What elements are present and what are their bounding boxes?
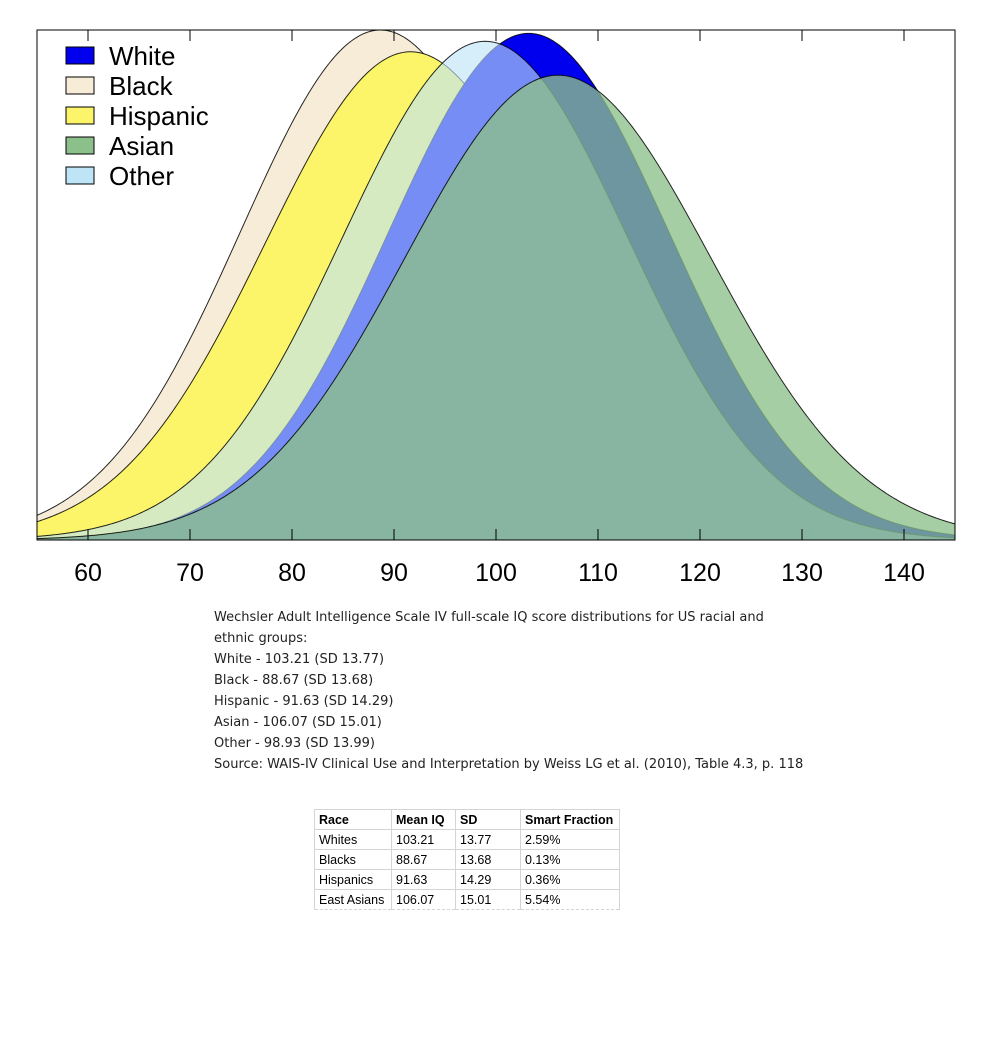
legend-swatch-white xyxy=(65,46,95,65)
x-tick-label: 140 xyxy=(883,559,925,587)
table-row: Blacks 88.67 13.68 0.13% xyxy=(314,849,620,870)
cell-smart-fraction: 0.36% xyxy=(520,869,620,890)
table-row: Whites 103.21 13.77 2.59% xyxy=(314,829,620,850)
curve-layer xyxy=(36,29,956,541)
header-smart-fraction: Smart Fraction xyxy=(520,809,620,830)
caption-hispanic: Hispanic - 91.63 (SD 14.29) xyxy=(214,694,394,709)
curve-asian xyxy=(36,74,956,541)
header-race: Race xyxy=(314,809,392,830)
caption: Wechsler Adult Intelligence Scale IV ful… xyxy=(214,607,804,775)
cell-sd: 13.77 xyxy=(455,829,521,850)
cell-sd: 15.01 xyxy=(455,889,521,910)
table-row: East Asians 106.07 15.01 5.54% xyxy=(314,889,620,910)
legend-label-hispanic: Hispanic xyxy=(109,101,209,131)
table-row: Hispanics 91.63 14.29 0.36% xyxy=(314,869,620,890)
cell-sd: 14.29 xyxy=(455,869,521,890)
cell-smart-fraction: 5.54% xyxy=(520,889,620,910)
cell-mean-iq: 91.63 xyxy=(391,869,456,890)
caption-source: Source: WAIS-IV Clinical Use and Interpr… xyxy=(214,757,804,772)
x-tick-label: 130 xyxy=(781,559,823,587)
x-tick-label: 90 xyxy=(380,559,408,587)
iq-distribution-chart: 60 70 80 90 100 110 120 130 140 WhiteBlackHispan… xyxy=(36,29,956,587)
smart-fraction-table: Race Mean IQ SD Smart Fraction Whites 10… xyxy=(314,809,620,910)
caption-other: Other - 98.93 (SD 13.99) xyxy=(214,736,375,751)
cell-smart-fraction: 0.13% xyxy=(520,849,620,870)
x-tick-label: 100 xyxy=(475,559,517,587)
cell-mean-iq: 106.07 xyxy=(391,889,456,910)
tick-layer: 60 70 80 90 100 110 120 130 140 xyxy=(74,30,925,587)
caption-asian: Asian - 106.07 (SD 15.01) xyxy=(214,715,382,730)
cell-smart-fraction: 2.59% xyxy=(520,829,620,850)
x-tick-label: 60 xyxy=(74,559,102,587)
legend-swatch-other xyxy=(65,166,95,185)
caption-intro: Wechsler Adult Intelligence Scale IV ful… xyxy=(214,610,764,646)
legend-swatch-asian xyxy=(65,136,95,155)
x-tick-label: 120 xyxy=(679,559,721,587)
x-tick-label: 110 xyxy=(578,559,618,587)
caption-black: Black - 88.67 (SD 13.68) xyxy=(214,673,374,688)
header-sd: SD xyxy=(455,809,521,830)
header-mean-iq: Mean IQ xyxy=(391,809,456,830)
legend-label-other: Other xyxy=(109,161,174,191)
x-tick-label: 80 xyxy=(278,559,306,587)
legend-swatch-black xyxy=(65,76,95,95)
cell-race: East Asians xyxy=(314,889,392,910)
legend-label-asian: Asian xyxy=(109,131,174,161)
legend-swatch-hispanic xyxy=(65,106,95,125)
caption-white: White - 103.21 (SD 13.77) xyxy=(214,652,385,667)
x-tick-label: 70 xyxy=(176,559,204,587)
cell-mean-iq: 103.21 xyxy=(391,829,456,850)
legend-label-black: Black xyxy=(109,71,174,101)
cell-race: Blacks xyxy=(314,849,392,870)
cell-race: Whites xyxy=(314,829,392,850)
cell-sd: 13.68 xyxy=(455,849,521,870)
table-header-row: Race Mean IQ SD Smart Fraction xyxy=(314,809,620,830)
cell-race: Hispanics xyxy=(314,869,392,890)
legend-label-white: White xyxy=(109,41,175,71)
cell-mean-iq: 88.67 xyxy=(391,849,456,870)
